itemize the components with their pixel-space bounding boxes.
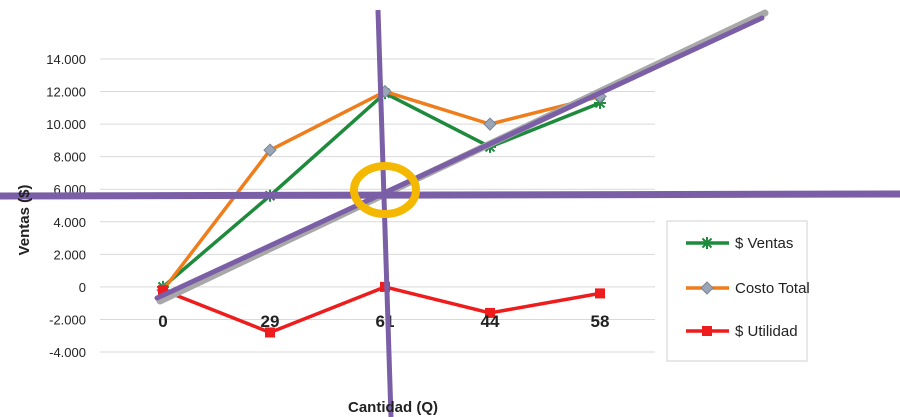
- data-point-diamond: [700, 281, 714, 295]
- y-tick-label: 0: [79, 280, 86, 295]
- legend-label: $ Ventas: [735, 235, 793, 252]
- x-axis-title: Cantidad (Q): [348, 399, 438, 416]
- annotation-overlay: [0, 9, 900, 417]
- y-axis-tick-labels: 14.00012.00010.0008.0006.0004.0002.0000-…: [46, 52, 86, 360]
- x-tick-label: 29: [261, 312, 280, 331]
- legend-label: Costo Total: [735, 280, 810, 297]
- legend: $ Ventas Costo Total $ Utilidad: [666, 220, 810, 362]
- break-even-circle: [350, 162, 420, 218]
- data-point-asterisk: [701, 237, 713, 249]
- x-tick-label: 58: [591, 312, 610, 331]
- legend-label: $ Utilidad: [735, 323, 798, 340]
- horizontal-line: [0, 190, 900, 200]
- y-tick-label: 4.000: [53, 215, 86, 230]
- y-tick-label: 10.000: [46, 117, 86, 132]
- x-axis-tick-labels: 0 29 61 44 58: [158, 312, 609, 331]
- data-point-square: [595, 288, 605, 299]
- y-tick-label: -4.000: [49, 345, 86, 360]
- y-tick-label: -2.000: [49, 312, 86, 327]
- y-tick-label: 8.000: [53, 150, 86, 165]
- diagonal-line: [154, 15, 765, 301]
- data-point-diamond: [483, 117, 497, 131]
- y-tick-label: 12.000: [46, 85, 86, 100]
- y-tick-label: 14.000: [46, 52, 86, 67]
- data-point-square: [485, 307, 495, 318]
- data-point-diamond: [263, 143, 277, 157]
- data-point-square: [265, 327, 275, 338]
- y-tick-label: 2.000: [53, 247, 86, 262]
- x-tick-label: 0: [158, 312, 167, 331]
- y-axis-title: Ventas ($): [16, 185, 33, 256]
- x-tick-label: 44: [481, 312, 500, 331]
- data-point-square: [702, 326, 712, 336]
- x-tick-label: 61: [376, 312, 395, 331]
- data-point-square: [158, 285, 168, 296]
